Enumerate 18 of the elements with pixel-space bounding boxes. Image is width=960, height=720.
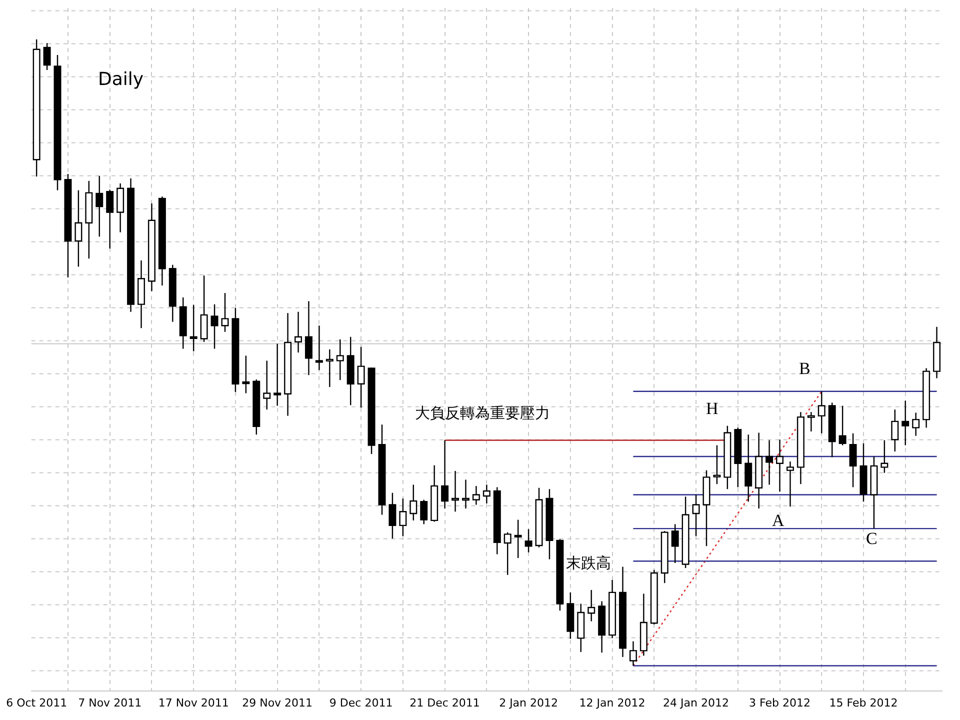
- annotation: B: [799, 359, 810, 378]
- x-tick-label: 9 Dec 2011: [329, 696, 393, 710]
- x-tick-label: 2 Jan 2012: [499, 696, 558, 710]
- text: Daily: [98, 69, 144, 90]
- annotation: C: [866, 529, 878, 548]
- x-tick-label: 21 Dec 2011: [410, 696, 480, 710]
- x-tick-label: 24 Jan 2012: [663, 696, 729, 710]
- x-tick-label: 15 Feb 2012: [829, 696, 898, 710]
- annotation: H: [706, 399, 718, 418]
- annotation: 末跌高: [566, 554, 611, 572]
- x-tick-label: 7 Nov 2011: [78, 696, 142, 710]
- x-tick-label: 12 Jan 2012: [579, 696, 646, 710]
- annotation: 大負反轉為重要壓力: [415, 404, 550, 422]
- x-tick-label: 29 Nov 2011: [242, 696, 313, 710]
- x-tick-label: 6 Oct 2011: [6, 696, 68, 710]
- annotation: A: [772, 511, 785, 530]
- x-tick-label: 3 Feb 2012: [749, 696, 810, 710]
- x-tick-label: 17 Nov 2011: [158, 696, 229, 710]
